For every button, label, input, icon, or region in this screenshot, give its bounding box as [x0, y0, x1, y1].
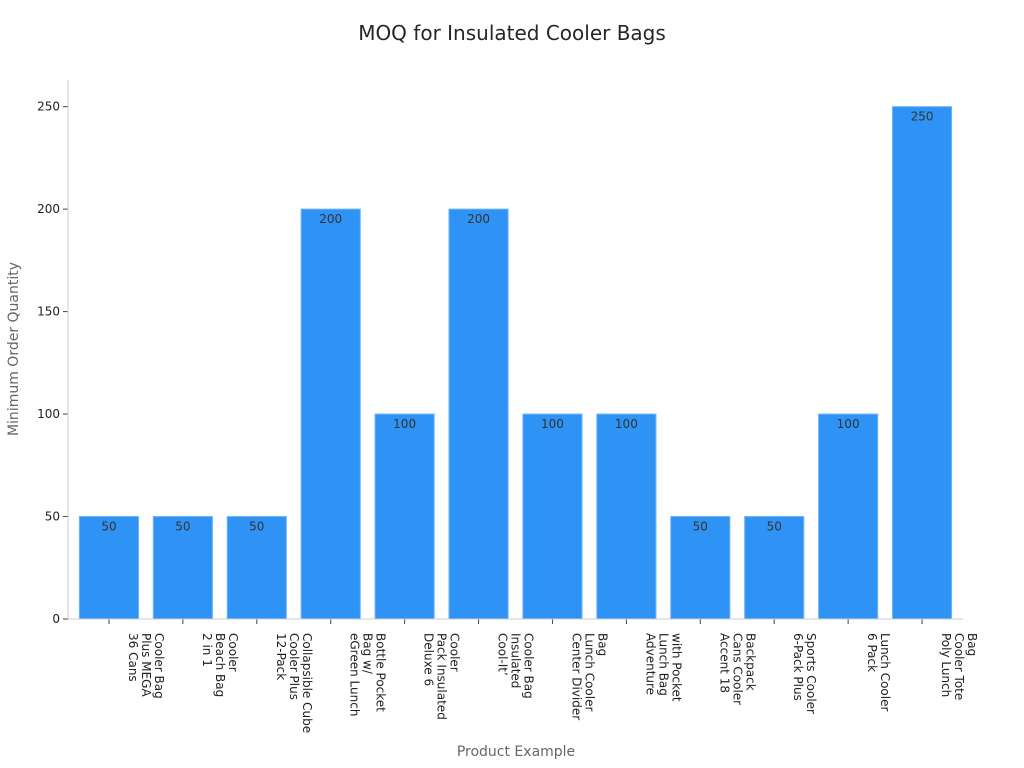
- y-axis-title: Minimum Order Quantity: [6, 262, 22, 436]
- bar: [152, 516, 213, 620]
- bar-value-label: 100: [393, 417, 416, 431]
- bar-value-label: 200: [319, 212, 342, 226]
- bar: [300, 208, 361, 620]
- x-tick-label: Deluxe 6Pack InsulatedCooler: [422, 633, 462, 720]
- bars-group: [78, 106, 953, 620]
- y-tick-label: 0: [52, 612, 60, 626]
- x-tick-label: Center DividerLunch CoolerBag: [569, 633, 609, 720]
- bar-value-label: 100: [837, 417, 860, 431]
- y-tick-label: 250: [37, 100, 60, 114]
- bar-value-label: 50: [101, 520, 116, 534]
- x-axis-title: Product Example: [457, 744, 575, 760]
- bar: [891, 106, 953, 620]
- x-tick-label: Accent 18Cans CoolerBackpack: [717, 633, 757, 705]
- bar-value-label: 200: [467, 212, 490, 226]
- bar: [374, 413, 435, 620]
- bar: [818, 413, 879, 620]
- bar-value-label: 50: [175, 520, 190, 534]
- x-tick-label: 6-Pack PlusSports Cooler: [791, 633, 818, 714]
- x-axis-ticks: 36 CansPlus MEGACooler Bag 2 in 1Beach Ba…: [108, 619, 979, 733]
- bar-value-label: 50: [693, 520, 708, 534]
- y-tick-label: 200: [37, 202, 60, 216]
- x-tick-label: Poly LunchCooler ToteBag: [939, 633, 979, 700]
- bar: [226, 516, 287, 620]
- bar: [448, 208, 509, 620]
- bar-value-label: 100: [541, 417, 564, 431]
- x-tick-label: Cool-It’InsulatedCooler Bag: [496, 633, 536, 699]
- bar-value-label: 250: [911, 110, 934, 124]
- x-tick-label: 2 in 1Beach BagCooler: [200, 633, 240, 697]
- bar-value-label: 100: [615, 417, 638, 431]
- x-tick-label: 12-PackCooler PlusCollapsible Cube: [274, 633, 314, 733]
- y-tick-label: 50: [45, 510, 60, 524]
- x-tick-label: eGreen LunchBag w/Bottle Pocket: [348, 633, 388, 716]
- bar: [744, 516, 805, 620]
- bar: [522, 413, 583, 620]
- bar: [596, 413, 657, 620]
- y-tick-label: 150: [37, 305, 60, 319]
- bar-value-label: 50: [767, 520, 782, 534]
- y-axis-ticks: 0 50 100 150 200 250: [37, 100, 68, 626]
- bar-value-label: 50: [249, 520, 264, 534]
- x-tick-label: AdventureLunch Bagwith Pocket: [643, 633, 683, 702]
- y-tick-label: 100: [37, 407, 60, 421]
- bar: [670, 516, 731, 620]
- value-labels-group: 50 50 50 200 100 200 100 100 50 50 100 250: [101, 110, 933, 534]
- chart-title: MOQ for Insulated Cooler Bags: [358, 21, 666, 45]
- x-tick-label: 36 CansPlus MEGACooler Bag: [126, 633, 166, 699]
- x-tick-label: 6 PackLunch Cooler: [865, 633, 892, 711]
